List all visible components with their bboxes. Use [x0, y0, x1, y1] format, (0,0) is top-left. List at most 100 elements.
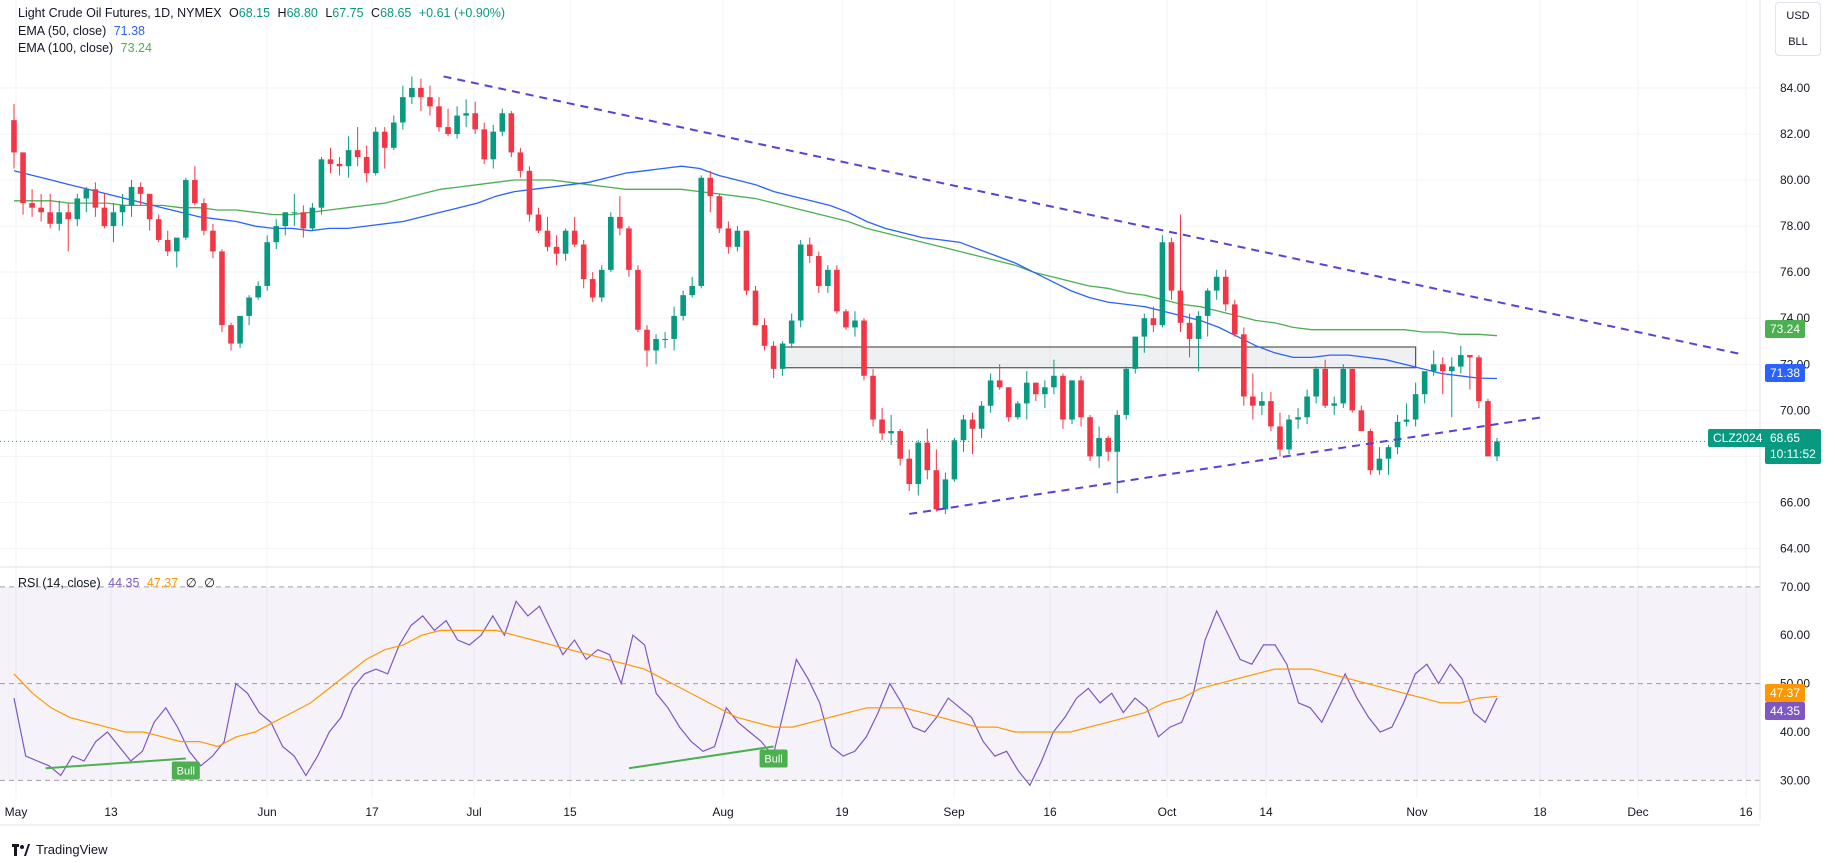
date-tick-label: 18	[1533, 805, 1547, 819]
candle-body	[1313, 368, 1319, 397]
candle-body	[345, 150, 352, 167]
candle-body	[1141, 318, 1148, 337]
candle-body	[1259, 401, 1265, 406]
zone-rectangle	[782, 346, 1417, 369]
candle-body	[481, 129, 488, 160]
rsi-path	[13, 600, 1498, 787]
candle-body	[137, 186, 144, 194]
candle-body	[797, 244, 804, 321]
candle-body	[210, 230, 216, 252]
candle-body	[1051, 375, 1057, 388]
candle-body	[1005, 387, 1012, 418]
candle-body	[689, 285, 696, 296]
candle-body	[1367, 431, 1374, 471]
candle-body	[56, 212, 63, 224]
candle-body	[427, 97, 433, 107]
candle-body	[110, 212, 117, 227]
rsi-tick-label: 70.00	[1780, 580, 1810, 594]
rsi-tick-label: 30.00	[1780, 773, 1810, 787]
instrument-title[interactable]: Light Crude Oil Futures, 1D, NYMEX	[18, 6, 222, 20]
candle-body	[1195, 315, 1202, 339]
date-tick-label: 14	[1259, 805, 1273, 819]
resistance-zone	[782, 346, 1417, 369]
candle-body	[1105, 437, 1111, 452]
candle-body	[1159, 242, 1166, 326]
candle-body	[996, 380, 1003, 388]
ema50-path	[13, 165, 1498, 380]
candle-body	[273, 226, 280, 243]
price-tick-label: 66.00	[1780, 495, 1810, 509]
unit-label[interactable]: BLL	[1788, 36, 1808, 48]
date-axis[interactable]: May 13 Jun 17 Jul 15 Aug 19 Sep 16 Oct 14 Nov 18 Dec 16	[5, 805, 1753, 819]
divergence-line	[45, 757, 186, 770]
candle-body	[318, 159, 325, 208]
candle-body	[969, 419, 976, 429]
candle-body	[788, 320, 795, 344]
candle-body	[1250, 396, 1256, 406]
ema100-path	[14, 179, 1498, 337]
currency-unit-box[interactable]: USD BLL	[1775, 2, 1821, 56]
candle-body	[228, 325, 234, 344]
candle-body	[1458, 355, 1464, 367]
candle-body	[761, 325, 768, 346]
rsi-band	[0, 586, 1760, 781]
candle-body	[680, 295, 686, 316]
candle-body	[942, 479, 949, 510]
candle-body	[834, 269, 840, 312]
candle-body	[1476, 357, 1482, 402]
candle-body	[1322, 368, 1328, 406]
currency-label[interactable]: USD	[1786, 10, 1810, 22]
candle-body	[300, 212, 307, 229]
candle-body	[74, 198, 81, 220]
bullish-divergence: Bull Bull	[45, 745, 788, 780]
rsi-tick-label: 60.00	[1780, 628, 1810, 642]
candle-body	[517, 152, 524, 171]
candle-body	[571, 230, 578, 245]
last-price: 68.65	[1770, 431, 1801, 445]
close-value: 68.65	[380, 6, 412, 20]
brand-name: TradingView	[36, 842, 108, 857]
candle-body	[526, 170, 533, 215]
date-tick-label: May	[5, 805, 28, 819]
date-tick-label: 13	[104, 805, 118, 819]
candle-body	[1096, 437, 1102, 457]
rsi-price-tag: 44.35	[1765, 702, 1806, 720]
close-label: C	[371, 6, 381, 20]
candle-body	[1150, 318, 1157, 326]
candle-body	[580, 244, 587, 280]
candle-body	[915, 442, 922, 485]
bull-label: Bull	[764, 753, 782, 765]
candle-body	[354, 150, 361, 158]
date-tick-label: Jul	[466, 805, 481, 819]
candle-body	[924, 442, 931, 471]
candle-body	[454, 115, 460, 134]
ema100-value: 73.24	[120, 41, 152, 55]
ema50-legend[interactable]: EMA (50, close) 71.38	[18, 24, 149, 38]
candle-body	[1277, 426, 1283, 450]
symbol-tag[interactable]: CLZ2024	[1708, 429, 1768, 447]
candle-body	[653, 338, 659, 351]
candle-body	[933, 470, 940, 510]
candle-body	[635, 269, 641, 330]
descending-trendline	[443, 75, 1741, 355]
rsi-legend[interactable]: RSI (14, close) 44.35 47.37 ∅ ∅	[18, 575, 219, 590]
candle-body	[1078, 380, 1084, 418]
date-tick-label: Jun	[257, 805, 276, 819]
candle-body	[598, 269, 605, 298]
tradingview-logo[interactable]: TradingView	[12, 842, 108, 857]
candle-body	[164, 239, 171, 252]
candle-body	[246, 297, 252, 316]
candle-body	[1448, 366, 1455, 372]
candle-body	[1430, 364, 1437, 372]
ema100-legend[interactable]: EMA (100, close) 73.24	[18, 41, 156, 55]
rsi-line	[13, 600, 1498, 787]
candle-body	[906, 458, 913, 485]
ema50-value: 71.38	[113, 24, 145, 38]
candle-body	[38, 207, 44, 213]
high-label: H	[277, 6, 287, 20]
candle-body	[725, 228, 732, 247]
trend-lines	[443, 75, 1741, 515]
candle-body	[390, 122, 397, 148]
price-tick-label: 78.00	[1780, 219, 1810, 233]
